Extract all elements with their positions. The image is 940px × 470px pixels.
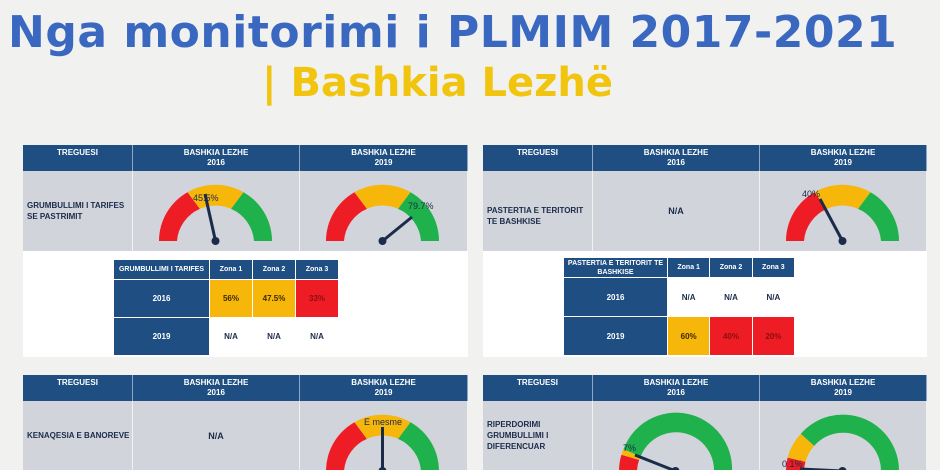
- zone-3-2016: N/A: [751, 277, 796, 317]
- gauge-cell-2019: 0.1%: [760, 401, 927, 470]
- header-2019: BASHKIA LEZHE 2019: [300, 375, 468, 401]
- zones-area: PASTERTIA E TERITORIT TE BASHKISE Zona 1…: [483, 251, 927, 357]
- gauge-cell-2016: 7%: [593, 401, 760, 470]
- header-treguesi: TREGUESI: [23, 375, 133, 401]
- header-2019: BASHKIA LEZHE 2019: [760, 375, 927, 401]
- zone-3-2019: 20%: [751, 316, 796, 356]
- gauge-2019-label: E mesme: [364, 417, 402, 427]
- zones-table-title: GRUMBULLIMI I TARIFES: [113, 259, 210, 280]
- panel-tarifes: TREGUESI BASHKIA LEZHE 2016 BASHKIA LEZHE…: [23, 145, 468, 357]
- zone-2-2016: N/A: [709, 277, 753, 317]
- value-2016: N/A: [593, 171, 760, 251]
- gauge-2019-label: 79.7%: [408, 201, 434, 211]
- gauge-2016: 45.5%: [159, 184, 272, 245]
- header-2016: BASHKIA LEZHE 2016: [133, 375, 300, 401]
- gauge-2016-label: 7%: [623, 443, 636, 453]
- header-2019: BASHKIA LEZHE 2019: [300, 145, 468, 171]
- gauge-cell-2019: 79.7%: [300, 171, 468, 251]
- zone-3-header: Zona 3: [295, 259, 339, 280]
- gauge-2016-label: 45.5%: [193, 193, 219, 203]
- zone-3-2019: N/A: [295, 317, 339, 356]
- panel-riperdorimi: TREGUESI BASHKIA LEZHE 2016 BASHKIA LEZHE…: [483, 375, 927, 470]
- zone-3-header: Zona 3: [751, 257, 796, 278]
- value-2016: N/A: [133, 401, 300, 470]
- zones-table-title: PASTERTIA E TERITORIT TE BASHKISE: [563, 257, 668, 278]
- indicator-name: KENAQESIA E BANOREVE: [23, 401, 133, 470]
- indicator-name: PASTERTIA E TERITORIT TE BASHKISE: [483, 171, 593, 251]
- year-2019: 2019: [113, 317, 210, 356]
- header-2016: BASHKIA LEZHE 2016: [593, 145, 760, 171]
- zone-1-2019: N/A: [209, 317, 253, 356]
- header-treguesi: TREGUESI: [23, 145, 133, 171]
- zone-3-2016: 33%: [295, 279, 339, 318]
- zone-1-header: Zona 1: [209, 259, 253, 280]
- gauge-2019: 79.7%: [326, 184, 439, 245]
- panel-kenaqesia: TREGUESI BASHKIA LEZHE 2016 BASHKIA LEZHE…: [23, 375, 468, 470]
- zone-2-2016: 47.5%: [251, 279, 297, 318]
- header-treguesi: TREGUESI: [483, 375, 593, 401]
- gauge-2019: 40%: [786, 184, 899, 245]
- gauge-2019: E mesme: [326, 414, 439, 470]
- header-2019: BASHKIA LEZHE 2019: [760, 145, 927, 171]
- page-subtitle: | Bashkia Lezhë: [262, 60, 614, 106]
- year-2019: 2019: [563, 316, 668, 356]
- zone-2-2019: N/A: [251, 317, 297, 356]
- page-title: Nga monitorimi i PLMIM 2017-2021: [8, 7, 898, 58]
- zone-2-header: Zona 2: [709, 257, 753, 278]
- zone-1-2016: 56%: [209, 279, 253, 318]
- zones-area: GRUMBULLIMI I TARIFES Zona 1 Zona 2 Zona…: [23, 251, 468, 357]
- gauge-2016: 7%: [619, 412, 732, 470]
- zone-1-2019: 60%: [666, 316, 711, 356]
- gauge-2019: 0.1%: [782, 414, 899, 470]
- zone-2-header: Zona 2: [251, 259, 297, 280]
- gauge-cell-2016: 45.5%: [133, 171, 300, 251]
- gauge-2019-label: 40%: [802, 189, 820, 199]
- zone-1-2016: N/A: [666, 277, 711, 317]
- gauge-cell-2019: E mesme: [300, 401, 468, 470]
- panel-pastertia: TREGUESI BASHKIA LEZHE 2016 BASHKIA LEZHE…: [483, 145, 927, 357]
- indicator-name: GRUMBULLIMI I TARIFES SE PASTRIMIT: [23, 171, 133, 251]
- zones-table: PASTERTIA E TERITORIT TE BASHKISE Zona 1…: [563, 257, 796, 356]
- header-2016: BASHKIA LEZHE 2016: [133, 145, 300, 171]
- header-2016: BASHKIA LEZHE 2016: [593, 375, 760, 401]
- gauge-2019-label: 0.1%: [782, 459, 803, 469]
- year-2016: 2016: [113, 279, 210, 318]
- zone-2-2019: 40%: [709, 316, 753, 356]
- zones-table: GRUMBULLIMI I TARIFES Zona 1 Zona 2 Zona…: [113, 259, 339, 356]
- zone-1-header: Zona 1: [666, 257, 711, 278]
- gauge-cell-2019: 40%: [760, 171, 927, 251]
- year-2016: 2016: [563, 277, 668, 317]
- indicator-name: RIPERDORIMI GRUMBULLIMI I DIFERENCUAR: [483, 401, 593, 470]
- header-treguesi: TREGUESI: [483, 145, 593, 171]
